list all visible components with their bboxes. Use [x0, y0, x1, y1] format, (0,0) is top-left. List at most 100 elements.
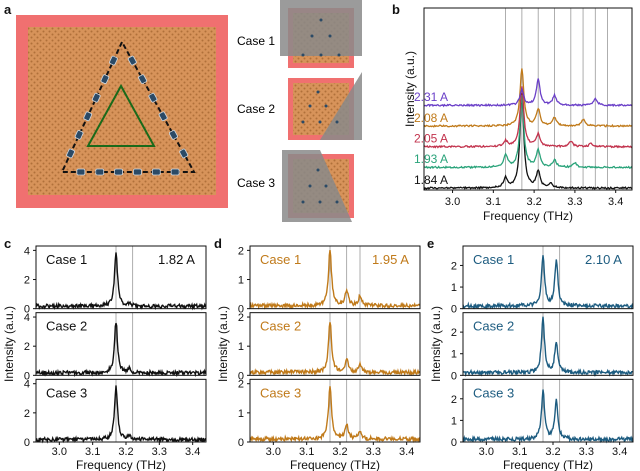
lattice-site: [100, 74, 110, 84]
lattice-site: [83, 111, 93, 122]
y-tick-label: 2: [238, 379, 244, 391]
y-tick-label: 4: [24, 312, 30, 324]
lattice-site: [151, 168, 161, 176]
series-label: 1.93 A: [414, 152, 448, 166]
case-label: Case 2: [46, 319, 87, 334]
y-tick-label: 0: [451, 437, 457, 449]
lattice-site: [114, 168, 123, 176]
inner-triangle: [86, 83, 156, 147]
lattice-site: [158, 111, 168, 122]
series-line: [423, 93, 633, 190]
panel-label-e: e: [427, 236, 435, 251]
plot-frame: [462, 245, 634, 310]
series-line: [462, 389, 634, 444]
x-tick-label: 3.3: [567, 196, 582, 208]
plot-frame: [249, 378, 421, 443]
series-label: 2.31 A: [414, 90, 448, 104]
lattice-schematic: Case 1 Case 2 Case 3: [16, 0, 362, 222]
device-lattice: [28, 27, 216, 195]
y-tick-label: 0: [24, 437, 30, 449]
x-tick-label: 3.0: [479, 446, 494, 458]
plot-frame: [423, 7, 633, 191]
lattice-site: [95, 168, 105, 176]
plot-frame: [462, 378, 634, 443]
x-axis-label: Frequency (THz): [483, 209, 573, 223]
spectrum-chart-c: 0 2 4 Case 1 1.82 A 0 2 4 Case 2 0 2 4 Case 3 3.0 3.1 3…: [2, 245, 207, 471]
plot-frame: [35, 378, 207, 443]
series-line: [423, 78, 633, 108]
case-label-1: Case 1: [237, 34, 275, 48]
x-axis-label: Frequency (THz): [290, 458, 380, 471]
x-tick-label: 3.2: [545, 446, 560, 458]
x-tick-label: 3.3: [579, 446, 594, 458]
spectrum-chart-b: 1.84 A 1.93 A 2.05 A 2.08 A 2.31 A 3.0 3.1 3.2 3…: [403, 7, 633, 223]
y-tick-label: 1: [238, 275, 244, 287]
plot-frame: [249, 245, 421, 310]
x-axis-label: Frequency (THz): [503, 458, 593, 471]
case-label: Case 3: [46, 385, 87, 400]
lattice-site: [179, 148, 189, 159]
y-tick-label: 0: [238, 304, 244, 316]
lattice-site: [133, 168, 142, 176]
y-tick-label: 2: [238, 312, 244, 324]
case-label: Case 3: [260, 385, 301, 400]
x-tick-label: 3.1: [512, 446, 527, 458]
series-line: [423, 86, 633, 149]
spectrum-chart-e: 0 1 2 Case 1 2.10 A 0 1 2 Case 2 0 1 2 Case 3 3.0 3.1 3…: [429, 245, 634, 471]
y-tick-label: 2: [451, 394, 457, 406]
lattice-site: [109, 55, 118, 66]
series-line: [249, 250, 421, 310]
y-tick-label: 1: [451, 282, 457, 294]
y-tick-label: 1: [238, 408, 244, 420]
y-tick-label: 0: [451, 370, 457, 382]
case-2-thumbnail: [288, 72, 362, 140]
case-label-2: Case 2: [237, 102, 275, 116]
x-tick-label: 3.4: [399, 446, 414, 458]
x-tick-label: 3.3: [152, 446, 167, 458]
y-tick-label: 2: [24, 275, 30, 287]
panel-label-d: d: [214, 236, 222, 251]
x-tick-label: 3.0: [52, 446, 67, 458]
lattice-site: [66, 148, 75, 159]
x-axis-label: Frequency (THz): [76, 458, 166, 471]
panel-label-a: a: [4, 2, 12, 17]
x-tick-label: 3.0: [266, 446, 281, 458]
y-tick-label: 4: [24, 379, 30, 391]
x-tick-label: 3.2: [118, 446, 133, 458]
current-label: 1.95 A: [372, 252, 409, 267]
x-tick-label: 3.1: [486, 196, 501, 208]
series-line: [35, 322, 207, 378]
y-tick-label: 2: [451, 327, 457, 339]
series-line: [423, 94, 633, 170]
series-label: 2.08 A: [414, 111, 448, 125]
lattice-site: [91, 92, 101, 103]
case-label: Case 1: [473, 252, 514, 267]
x-tick-label: 3.4: [608, 196, 623, 208]
lattice-site: [76, 168, 86, 176]
lattice-sites: [66, 55, 189, 176]
y-tick-label: 1: [451, 415, 457, 427]
x-tick-label: 3.2: [526, 196, 541, 208]
y-tick-label: 2: [24, 341, 30, 353]
y-tick-label: 0: [24, 304, 30, 316]
spectrum-chart-d: 0 1 2 Case 1 1.95 A 0 1 2 Case 2 0 1 2 Case 3 3.0 3.1 3…: [216, 245, 421, 471]
x-tick-label: 3.0: [445, 196, 460, 208]
panel-label-b: b: [392, 2, 400, 17]
case-label: Case 3: [473, 385, 514, 400]
lattice-site: [127, 55, 137, 66]
outer-triangle-path: [60, 39, 196, 173]
series-line: [462, 255, 634, 311]
panel-label-c: c: [4, 236, 12, 251]
plot-frame: [35, 312, 207, 376]
lattice-site: [169, 130, 178, 140]
y-axis-label: Intensity (a.u.): [2, 306, 16, 382]
case-label: Case 2: [260, 319, 301, 334]
y-tick-label: 4: [24, 245, 30, 257]
current-label: 1.82 A: [158, 252, 195, 267]
plot-frame: [462, 312, 634, 376]
lattice-site: [148, 92, 158, 103]
x-tick-label: 3.1: [85, 446, 100, 458]
y-tick-label: 0: [24, 370, 30, 382]
y-tick-label: 2: [24, 408, 30, 420]
y-axis-label: Intensity (a.u.): [403, 51, 417, 127]
